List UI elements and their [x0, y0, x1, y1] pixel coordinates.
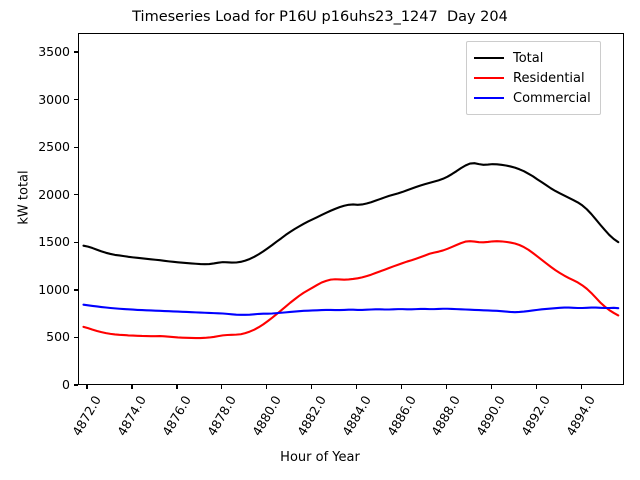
legend-label: Commercial	[513, 90, 591, 106]
x-tick-label: 4894.0	[563, 393, 599, 439]
x-tick-mark	[86, 385, 88, 389]
x-tick-mark	[490, 385, 493, 389]
x-tick-label: 4888.0	[428, 393, 464, 439]
series-line-commercial	[82, 303, 620, 316]
x-axis-label: Hour of Year	[280, 450, 360, 465]
legend-item: Commercial	[474, 88, 591, 108]
x-tick-label: 4890.0	[473, 393, 509, 439]
x-tick-label: 4880.0	[248, 393, 284, 439]
x-tick-label: 4876.0	[158, 393, 194, 439]
x-tick-mark	[266, 385, 268, 389]
x-tick-mark	[580, 385, 582, 389]
y-tick-label: 3000	[38, 91, 70, 107]
chart-legend: Total Residential Commercial	[466, 41, 601, 115]
legend-item: Total	[474, 48, 591, 68]
y-tick-label: 1000	[38, 281, 70, 297]
x-tick-mark	[400, 385, 403, 389]
legend-item: Residential	[474, 68, 591, 88]
x-tick-mark	[311, 385, 313, 389]
y-tick-label: 0	[62, 377, 70, 392]
x-tick-mark	[445, 385, 448, 389]
x-tick-label: 4886.0	[383, 393, 419, 439]
y-tick-label: 2000	[38, 186, 70, 202]
x-tick-label: 4872.0	[69, 393, 104, 439]
chart-title: Timeseries Load for P16U p16uhs23_1247 D…	[132, 9, 508, 25]
x-tick-mark	[535, 385, 538, 389]
y-tick-label: 3500	[38, 44, 70, 60]
legend-swatch-total	[474, 57, 504, 59]
legend-label: Residential	[513, 70, 585, 86]
x-tick-mark	[131, 385, 133, 389]
x-tick-mark	[221, 385, 223, 389]
legend-swatch-commercial	[474, 97, 504, 99]
series-lines	[82, 162, 620, 340]
y-tick-label: 500	[46, 329, 70, 345]
y-tick-mark	[74, 51, 78, 53]
x-tick-mark	[356, 385, 358, 389]
y-tick-mark	[74, 194, 78, 196]
y-tick-mark	[74, 289, 78, 291]
legend-label: Total	[513, 50, 544, 66]
x-tick-label: 4884.0	[338, 393, 374, 439]
y-tick-mark	[74, 241, 78, 243]
y-tick-label: 2500	[38, 139, 70, 155]
x-tick-mark	[176, 385, 178, 389]
x-tick-label: 4892.0	[518, 393, 554, 439]
y-tick-mark	[74, 98, 78, 101]
x-tick-label: 4874.0	[114, 393, 149, 439]
series-line-residential	[82, 240, 620, 340]
y-tick-mark	[74, 146, 78, 148]
x-tick-label: 4882.0	[293, 393, 329, 439]
y-tick-mark	[74, 336, 78, 339]
y-tick-label: 1500	[38, 234, 70, 250]
x-tick-label: 4878.0	[203, 393, 239, 439]
y-tick-mark	[74, 384, 78, 386]
series-line-total	[82, 162, 620, 266]
legend-swatch-residential	[474, 77, 504, 79]
